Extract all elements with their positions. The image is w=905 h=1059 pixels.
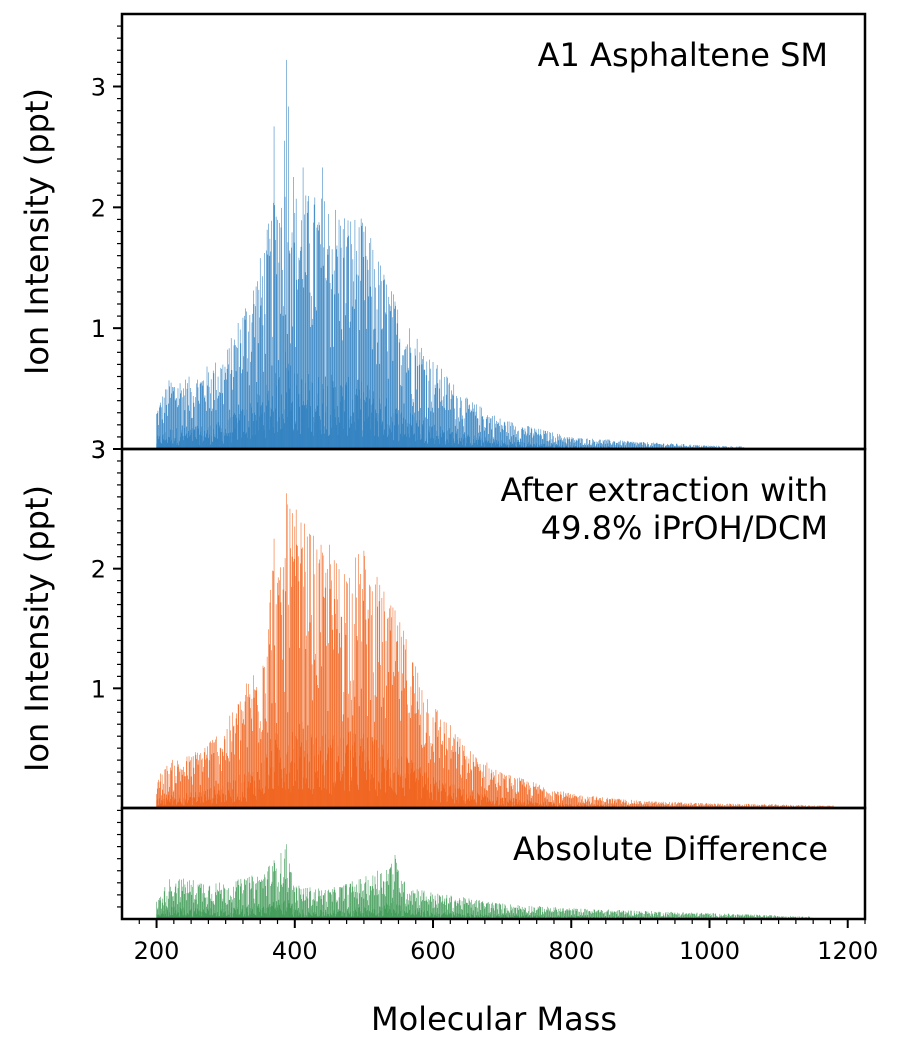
y-tick-label: 2	[91, 556, 106, 584]
y-tick-label: 3	[91, 436, 106, 464]
y-tick-label: 2	[91, 194, 106, 222]
panel-3: Absolute Difference	[117, 808, 865, 919]
panel-2-y-axis-title: Ion Intensity (ppt)	[18, 485, 56, 772]
panel-1: 3 1 2 3 A1 Asphaltene SM Ion Intensity (ppt)	[18, 14, 865, 464]
panel-2-title: 49.8% iPrOH/DCM	[541, 509, 828, 547]
y-tick-label: 3	[91, 74, 106, 102]
y-tick-label: 1	[91, 315, 106, 343]
y-tick-label: 1	[91, 675, 106, 703]
panel-2-title: After extraction with	[501, 471, 828, 509]
panel-1-y-axis-title: Ion Intensity (ppt)	[18, 88, 56, 375]
panel-1-bars	[157, 60, 744, 449]
panel-1-title: A1 Asphaltene SM	[538, 36, 828, 74]
